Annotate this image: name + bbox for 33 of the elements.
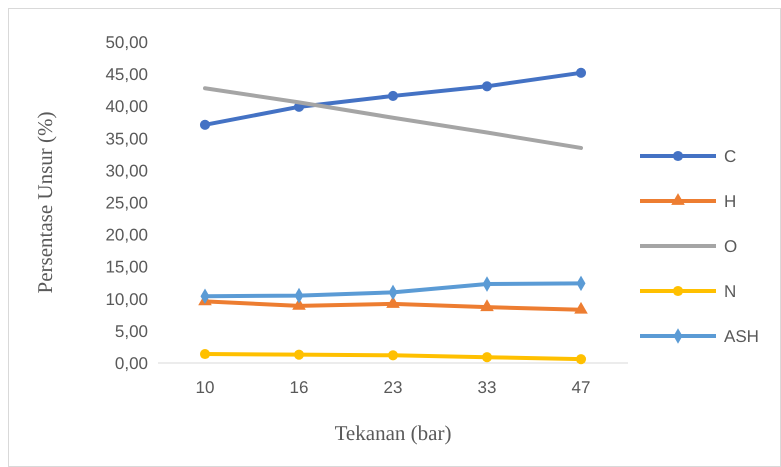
legend-label: C [724, 146, 736, 166]
x-tick-label: 47 [572, 378, 590, 397]
x-tick-label: 23 [384, 378, 402, 397]
y-tick-label: 35,00 [105, 129, 148, 148]
point [388, 350, 398, 360]
point [294, 350, 304, 360]
x-tick-label: 16 [290, 378, 308, 397]
x-tick-label: 33 [478, 378, 496, 397]
y-tick-label: 5,00 [114, 322, 148, 341]
legend-label: N [724, 282, 736, 301]
point [200, 120, 210, 130]
point [576, 354, 586, 364]
point [200, 348, 210, 360]
y-tick-label: 40,00 [105, 97, 148, 116]
x-tick-label: 10 [196, 378, 214, 397]
line-series [203, 86, 583, 150]
y-tick-label: 15,00 [105, 258, 148, 277]
point [576, 68, 586, 78]
legend-label: H [724, 192, 736, 211]
legend-label: ASH [724, 326, 759, 346]
y-tick-label: 45,00 [105, 65, 148, 84]
x-axis-title: Tekanan (bar) [334, 421, 452, 445]
y-tick-label: 25,00 [105, 193, 148, 212]
y-tick-label: 50,00 [105, 32, 148, 52]
y-tick-label: 10,00 [105, 290, 148, 309]
legend-label: O [724, 236, 738, 256]
point [482, 81, 492, 92]
point [388, 90, 398, 101]
y-axis-title: Persentase Unsur (%) [33, 112, 57, 294]
y-tick-label: 30,00 [105, 161, 148, 180]
y-tick-label: 0,00 [114, 354, 148, 373]
point [482, 352, 492, 362]
y-tick-label: 20,00 [105, 226, 148, 245]
